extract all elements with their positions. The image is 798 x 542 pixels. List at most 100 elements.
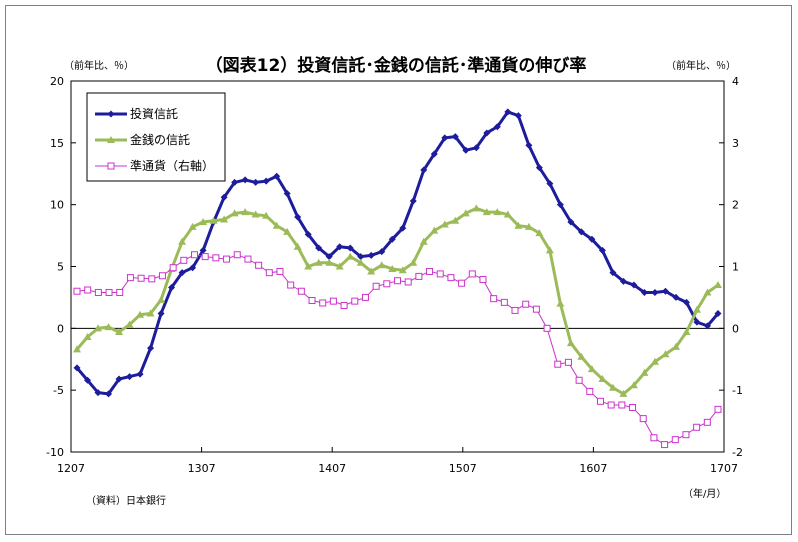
data-point [209, 216, 218, 224]
data-point [356, 258, 365, 266]
y-left-tick-label: 20 [50, 75, 64, 88]
data-point [535, 164, 543, 172]
series-square-open [73, 251, 722, 449]
x-tick-label: 1407 [318, 462, 346, 475]
data-point [472, 144, 480, 152]
data-point [543, 324, 551, 332]
y-right-tick-label: 2 [732, 199, 739, 212]
data-point [147, 344, 155, 352]
y-right-tick-label: 1 [732, 261, 739, 274]
data-point [703, 322, 711, 330]
data-point [693, 423, 701, 431]
data-point [340, 301, 348, 309]
data-point [94, 389, 102, 397]
data-point [440, 220, 449, 228]
data-point [608, 383, 617, 391]
data-point [191, 251, 199, 259]
data-point [137, 274, 145, 282]
data-point [199, 217, 208, 225]
data-point [639, 415, 647, 423]
data-point [479, 275, 487, 283]
data-point [692, 305, 701, 313]
data-point [661, 350, 670, 358]
data-point [136, 370, 144, 378]
right-axis-unit: （前年比、％） [666, 59, 736, 72]
data-point [272, 221, 281, 229]
data-point [105, 288, 113, 296]
data-point [564, 358, 572, 366]
data-point [383, 280, 391, 288]
data-point [83, 332, 92, 340]
data-point [180, 256, 188, 264]
legend-marker [107, 162, 115, 170]
data-point [714, 405, 722, 413]
data-point [468, 270, 476, 278]
data-point [252, 178, 260, 186]
data-point [575, 376, 583, 384]
data-point [244, 255, 252, 263]
y-left-tick-label: 10 [50, 199, 64, 212]
data-point [223, 255, 231, 263]
data-point [500, 298, 508, 306]
data-point [335, 262, 344, 270]
data-point [73, 364, 81, 372]
data-point [233, 251, 241, 259]
legend-label: 投資信託 [130, 106, 178, 121]
data-point [189, 264, 197, 272]
chart-title: （図表12）投資信託･金銭の信託･準通貨の伸び率 [206, 55, 587, 76]
data-point [490, 295, 498, 303]
data-point [157, 309, 165, 317]
data-point [346, 244, 354, 252]
data-point [566, 339, 575, 347]
data-point [201, 253, 209, 261]
data-point [672, 293, 680, 301]
data-point [378, 248, 386, 256]
x-axis-unit: （年/月） [683, 487, 726, 500]
data-point [394, 277, 401, 285]
data-point [714, 281, 722, 289]
data-point [125, 320, 134, 328]
data-point [148, 275, 156, 283]
data-point [388, 264, 397, 272]
data-point [640, 368, 649, 376]
data-point [84, 286, 92, 294]
data-point [577, 352, 586, 360]
data-point [650, 434, 658, 442]
x-tick-label: 1207 [57, 462, 85, 475]
y-right-tick-label: 3 [732, 137, 739, 150]
data-point [220, 215, 229, 223]
series-line [75, 206, 719, 396]
data-point [251, 210, 260, 218]
data-point [586, 387, 594, 395]
data-point [212, 254, 220, 262]
data-point [283, 190, 291, 198]
data-point [314, 258, 323, 266]
data-point [682, 298, 690, 306]
data-point [462, 146, 470, 154]
x-tick-label: 1307 [188, 462, 216, 475]
data-point [618, 401, 626, 409]
data-point [336, 243, 344, 251]
series-triangle [73, 204, 722, 397]
data-point [276, 267, 284, 275]
data-point [524, 222, 533, 230]
data-point [265, 269, 273, 277]
data-point [426, 267, 434, 275]
data-point [607, 401, 615, 409]
data-point [105, 390, 113, 398]
data-point [325, 258, 334, 266]
data-point [304, 262, 313, 270]
data-point [377, 261, 386, 269]
data-point [262, 211, 271, 219]
data-point [404, 278, 412, 286]
data-point [158, 272, 166, 280]
data-point [493, 208, 502, 216]
data-point [556, 201, 564, 209]
data-point [545, 246, 554, 254]
data-point [178, 269, 186, 277]
y-left-tick-label: 15 [50, 137, 64, 150]
data-point [703, 418, 711, 426]
source-note: （資料）日本銀行 [86, 494, 166, 507]
data-point [532, 305, 540, 313]
